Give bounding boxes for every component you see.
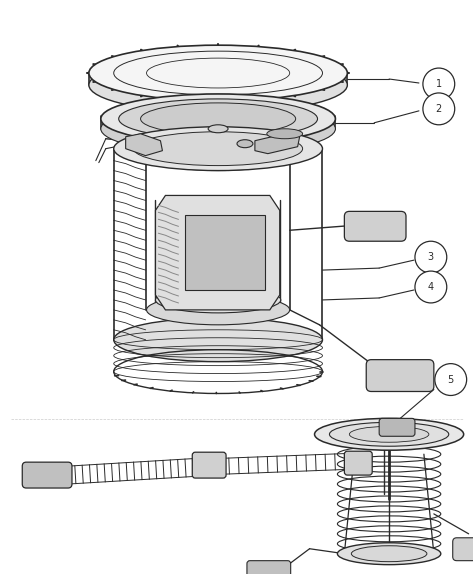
Ellipse shape	[89, 45, 347, 101]
Circle shape	[415, 271, 447, 303]
Ellipse shape	[118, 99, 318, 139]
Bar	[185, 216, 265, 290]
Ellipse shape	[267, 129, 302, 139]
Polygon shape	[255, 134, 300, 154]
Ellipse shape	[146, 295, 290, 325]
FancyBboxPatch shape	[366, 359, 434, 392]
FancyBboxPatch shape	[22, 462, 72, 488]
Circle shape	[423, 68, 455, 100]
Ellipse shape	[134, 132, 302, 166]
FancyBboxPatch shape	[453, 538, 474, 561]
Circle shape	[415, 242, 447, 273]
Text: 4: 4	[428, 282, 434, 292]
Text: 3: 3	[428, 252, 434, 262]
Circle shape	[435, 363, 466, 396]
FancyBboxPatch shape	[379, 419, 415, 436]
Ellipse shape	[237, 140, 253, 148]
Text: 1: 1	[436, 79, 442, 89]
FancyBboxPatch shape	[345, 212, 406, 242]
Text: 5: 5	[447, 374, 454, 385]
Circle shape	[423, 93, 455, 125]
FancyBboxPatch shape	[192, 452, 226, 478]
Polygon shape	[155, 196, 280, 310]
Ellipse shape	[89, 57, 347, 113]
FancyBboxPatch shape	[345, 451, 372, 475]
Ellipse shape	[101, 104, 336, 154]
Ellipse shape	[349, 426, 429, 442]
Ellipse shape	[114, 318, 322, 362]
Ellipse shape	[337, 543, 441, 565]
Ellipse shape	[114, 126, 322, 171]
Ellipse shape	[155, 287, 281, 313]
Text: 2: 2	[436, 104, 442, 114]
Ellipse shape	[329, 423, 449, 446]
FancyBboxPatch shape	[247, 561, 291, 575]
Polygon shape	[126, 134, 163, 156]
Ellipse shape	[351, 546, 427, 562]
Ellipse shape	[141, 103, 296, 135]
Ellipse shape	[146, 141, 290, 171]
Ellipse shape	[208, 125, 228, 133]
Ellipse shape	[101, 94, 336, 144]
Ellipse shape	[315, 419, 464, 450]
